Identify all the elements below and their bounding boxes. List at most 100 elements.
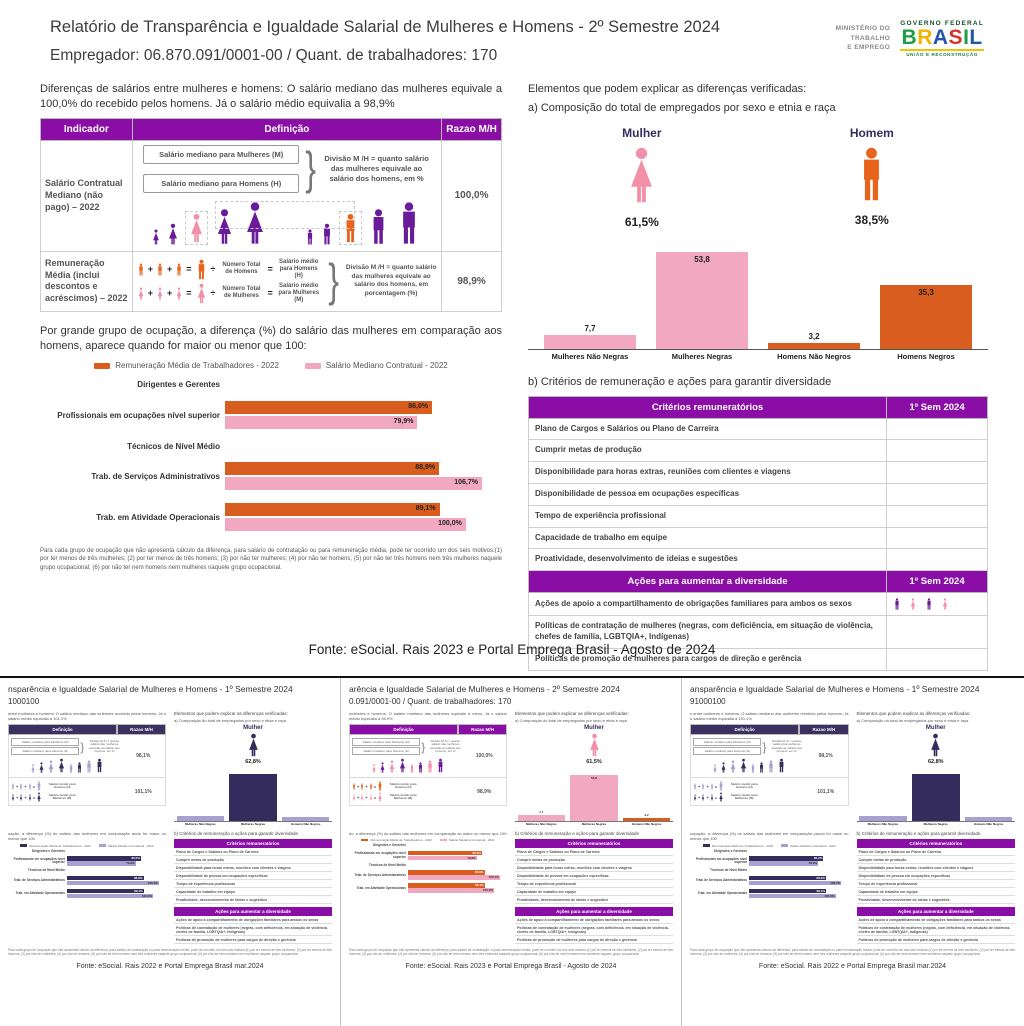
thumbnail-col-definicao: Definição: [690, 724, 800, 736]
action-label: Políticas de contratação de mulheres (ne…: [856, 924, 1015, 937]
thumbnail-average-body: + + = Salário médio para Homens (H) + + = Salár…: [352, 780, 464, 803]
female-person-icon: [157, 287, 163, 300]
bar: 106,7%: [66, 880, 159, 886]
criteria-heading: b) Critérios de remuneração e ações para…: [528, 375, 832, 388]
thumbnail-occupation-block: do, a diferença (%) do salário das mulhe…: [349, 831, 507, 944]
ratio-value: 98,1%: [136, 753, 151, 760]
thumbnail-criteria-block: b) Critérios de remuneração e ações para…: [174, 831, 332, 945]
action-row: Políticas de promoção de mulheres para c…: [527, 647, 988, 671]
plus-sign: =: [714, 783, 718, 789]
composition-category-label: Homens Não Negros: [777, 351, 851, 361]
occupation-chart-row: Dirigentes e Gerentes: [40, 380, 502, 389]
composition-bar-item: [176, 816, 225, 822]
thumbnail-report-3[interactable]: ansparência e Igualdade Salarial de Mulh…: [682, 678, 1023, 1026]
plus-sign: +: [365, 794, 368, 800]
thumbnail-col-razao: Razao M/H: [799, 724, 849, 736]
thumbnail-table-header: Definição Razao M/H: [349, 724, 507, 736]
legend-label: Remuneração Média de Trabalhadores - 202…: [115, 361, 279, 371]
definition-flex: Salário mediano para Mulheres (M) Salário…: [693, 737, 806, 756]
bar-value-label: 100,0%: [824, 893, 835, 898]
bar-value-label: 3,2: [644, 813, 649, 818]
occupation-chart-row: Dirigentes e Gerentes: [8, 849, 166, 854]
criteria-label: Tempo de experiência profissional: [174, 880, 332, 889]
definition-explain: Divisão M /H = quanto salário das mulher…: [771, 738, 803, 754]
thumbnail-report-1[interactable]: nsparência e Igualdade Salarial de Mulhe…: [0, 678, 341, 1026]
brace-glyph: }: [80, 739, 85, 754]
gender-pictogram: Mulher 61,5% Homem 38,5%: [528, 126, 988, 229]
mulher-figure-block: Mulher 62,8%: [174, 725, 332, 765]
action-label: Políticas de contratação de mulheres (ne…: [174, 924, 332, 937]
plus-sign: =: [32, 794, 36, 800]
action-label: Políticas de promoção de mulheres para c…: [527, 647, 888, 671]
chart-legend: Remuneração Média de Trabalhadores - 202…: [8, 844, 166, 848]
action-label: Políticas de contratação de mulheres (ne…: [527, 615, 888, 649]
criteria-row: Capacidade de trabalho em equipe: [527, 526, 988, 550]
population-pictogram: [137, 200, 437, 245]
composition-category-label: Mulheres Não Negras: [525, 822, 557, 827]
composition-heading: a) Composição do total de empregados por…: [174, 718, 286, 723]
occupation-bars: 86,0% 79,9%: [749, 856, 848, 866]
occupation-summary: cupação, a diferença (%) do salário das …: [690, 831, 849, 842]
action-label: Políticas de promoção de mulheres para c…: [856, 936, 1015, 945]
ratio-value: 100,0%: [475, 753, 493, 760]
indicator-definition: Salário mediano para Mulheres (M) Salári…: [131, 139, 443, 252]
ratio-value: 101,1%: [817, 788, 835, 795]
male-person-icon: [419, 762, 423, 774]
table-row: Remuneração Média (inclui descontos e ac…: [40, 250, 502, 312]
bar: [229, 773, 277, 822]
composition-chart-categories: Mulheres Não Negras Mulheres Negras Homens…: [515, 822, 673, 826]
thumbnail-report-2[interactable]: arência e Igualdade Salarial de Mulheres…: [341, 678, 682, 1026]
action-label: Políticas de promoção de mulheres para c…: [174, 936, 332, 945]
mulher-figure-block: Mulher 61,5%: [515, 725, 673, 765]
brace-glyph: }: [421, 739, 426, 754]
thumbnail-right-block: Elementos que podem explicar as diferenç…: [515, 711, 673, 826]
male-person-icon: [378, 781, 382, 791]
criteria-label: Plano de Cargos e Salários ou Plano de C…: [856, 848, 1015, 857]
thumbnail-occupation-block: cupação, a diferença (%) do salário das …: [690, 831, 849, 944]
bar-value-label: 88,9%: [816, 875, 825, 880]
average-formula-row: + + = Salário médio para Homens (H): [11, 781, 123, 791]
definition-boxes: Salário mediano para Mulheres (M) Salário…: [11, 737, 80, 756]
criteria-label: Proatividade, desenvolvimento de ideias …: [527, 548, 888, 572]
elements-heading: Elementos que podem explicar as diferenç…: [856, 711, 971, 716]
bar: 100,0%: [66, 893, 154, 899]
occupation-category-label: Trab. em Atividade Operacionais: [96, 513, 220, 523]
indicator-name: Remuneração Média (inclui descontos e ac…: [40, 250, 133, 312]
thumbnail-left-block: s entre mulheres e homens: O salário med…: [690, 711, 849, 826]
female-person-icon: [702, 794, 705, 801]
female-person-icon: [20, 794, 23, 801]
plus-sign: +: [147, 264, 153, 275]
male-person-icon: [37, 781, 41, 791]
bar: [517, 814, 566, 822]
criteria-value-cell: [886, 417, 988, 441]
average-formula-row: + + = ÷ Número Total de Homens = Salário médio…: [137, 259, 322, 280]
male-person-icon: [428, 760, 432, 773]
uniao-reconstrucao-label: UNIÃO E RECONSTRUÇÃO: [900, 49, 984, 57]
criteria-row: Tempo de experiência profissional: [527, 504, 988, 528]
criteria-period-header: 1º Sem 2024: [886, 395, 988, 419]
male-person-icon: [198, 259, 204, 279]
bar-value-label: 86,0%: [408, 402, 429, 410]
female-person-icon: [39, 762, 44, 774]
bar: [622, 818, 671, 822]
composition-category-label: Homens Não Negros: [290, 822, 321, 827]
bar-value-label: 100,0%: [482, 888, 494, 893]
left-column: Diferenças de salários entre mulheres e …: [40, 82, 502, 671]
male-person-icon: [28, 783, 31, 790]
thumbnail-col-definicao: Definição: [8, 724, 117, 736]
plus-sign: +: [698, 794, 701, 800]
female-person-icon: [741, 759, 747, 773]
composition-bar-item: [911, 773, 960, 822]
criteria-heading: b) Critérios de remuneração e ações para…: [515, 831, 640, 837]
occupation-chart-row: Técnicos de Nível Médio: [40, 442, 502, 451]
bar: 106,7%: [749, 880, 842, 886]
criteria-label: Capacidade de trabalho em equipe: [515, 888, 673, 897]
occupation-chart-row: Trab. em Atividade Operacionais 89,1% 100,…: [690, 888, 849, 899]
legend-item: Remuneração Média de Trabalhadores - 202…: [94, 361, 279, 370]
formula-label: Número Total de Mulheres: [222, 286, 261, 300]
col-header-razao: Razao M/H: [441, 117, 502, 141]
bar: 79,9%: [225, 415, 418, 429]
male-person-icon: [769, 760, 774, 773]
legend-swatch: [439, 838, 447, 842]
definition-explain: Divisão M /H = quanto salário das mulher…: [430, 738, 461, 754]
